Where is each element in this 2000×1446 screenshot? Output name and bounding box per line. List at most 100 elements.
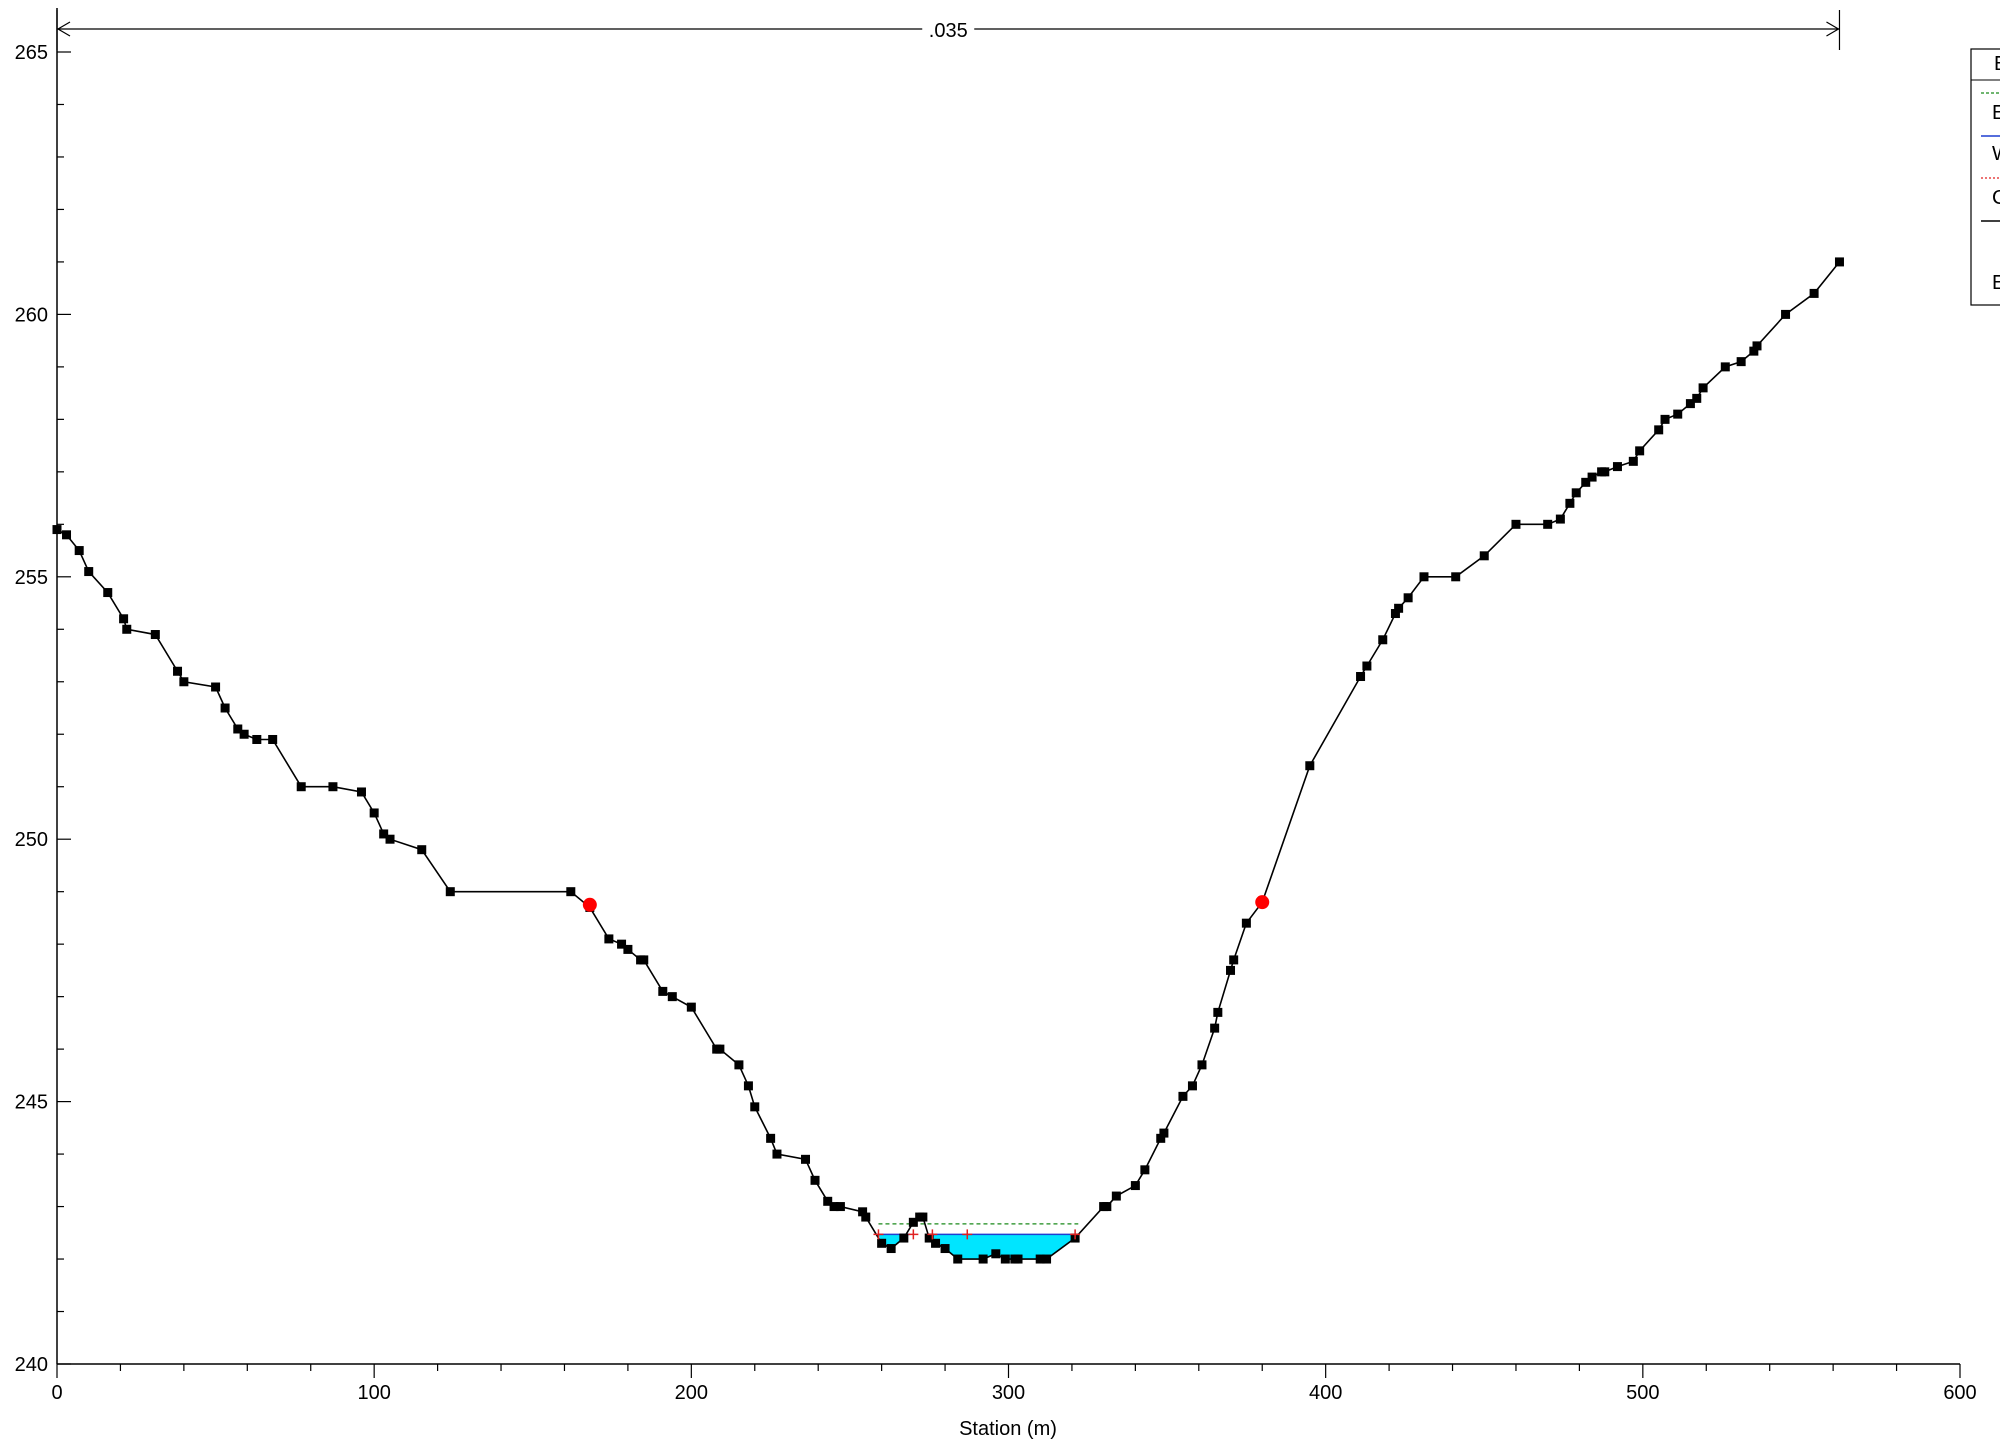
ground-point — [1419, 572, 1429, 582]
ground-point — [1035, 1254, 1045, 1264]
ground-point — [84, 567, 94, 577]
bank-station-marker — [1255, 895, 1270, 910]
ground-point — [328, 782, 338, 792]
ground-point — [1749, 346, 1759, 356]
ground-point — [1356, 672, 1366, 682]
ground-point — [1394, 603, 1404, 613]
legend-entry-bank: E — [1992, 272, 2000, 294]
ground-point — [1451, 572, 1461, 582]
ground-point — [1628, 456, 1638, 466]
y-tick-label: 250 — [15, 829, 48, 851]
mannings-n-label: .035 — [929, 20, 968, 42]
ground-point — [1140, 1165, 1150, 1175]
ground-point — [417, 845, 427, 855]
legend-header-text: E — [1994, 53, 2000, 75]
ground-point — [1000, 1254, 1010, 1264]
ground-point — [1581, 477, 1591, 487]
ground-point — [1635, 446, 1645, 456]
ground-point — [1511, 519, 1521, 529]
critical-depth-marks — [873, 1229, 1081, 1240]
x-tick-label: 500 — [1626, 1382, 1659, 1404]
y-tick-label: 240 — [15, 1354, 48, 1376]
ground-point — [667, 992, 677, 1002]
ground-point — [1102, 1202, 1112, 1212]
ground-point — [940, 1244, 950, 1254]
ground-point — [1229, 955, 1239, 965]
y-tick-label: 245 — [15, 1092, 48, 1114]
ground-point — [658, 986, 668, 996]
x-tick-label: 300 — [992, 1382, 1025, 1404]
ground-point — [1042, 1254, 1052, 1264]
ground-point — [810, 1175, 820, 1185]
ground-point — [991, 1249, 1001, 1259]
x-tick-label: 600 — [1943, 1382, 1976, 1404]
x-axis-title: Station (m) — [959, 1418, 1057, 1440]
ground-point — [268, 734, 278, 744]
ground-point — [1736, 357, 1746, 367]
ground-point — [1543, 519, 1553, 529]
ground-point — [369, 808, 379, 818]
ground-point — [623, 944, 633, 954]
ground-point — [220, 703, 230, 713]
y-axis-ticks: 240 245 250 255 260 265 — [15, 42, 71, 1376]
ground-point — [1390, 609, 1400, 619]
ground-point — [356, 787, 366, 797]
n-arrow-right-icon — [1826, 21, 1840, 37]
ground-point — [1378, 635, 1388, 645]
ground-point — [52, 525, 62, 535]
ground-point — [1305, 761, 1315, 771]
ground-point — [639, 955, 649, 965]
ground-point — [924, 1233, 934, 1243]
ground-point — [953, 1254, 963, 1264]
ground-point — [1555, 514, 1565, 524]
ground-point — [74, 546, 84, 556]
ground-point — [445, 887, 455, 897]
legend-entry-crit: C — [1992, 187, 2000, 209]
ground-point — [750, 1102, 760, 1112]
ground-point — [1781, 309, 1791, 319]
ground-point — [1210, 1023, 1220, 1033]
ground-point — [1752, 341, 1762, 351]
ground-point — [1013, 1254, 1023, 1264]
ground-point — [835, 1202, 845, 1212]
x-tick-label: 0 — [51, 1382, 62, 1404]
mannings-n-dimension: .035 — [56, 10, 1841, 50]
ground-point — [1698, 383, 1708, 393]
ground-point — [1587, 472, 1597, 482]
y-tick-label: 255 — [15, 567, 48, 589]
ground-point — [1720, 362, 1730, 372]
ground-point — [743, 1081, 753, 1091]
bank-station-marker — [582, 897, 597, 912]
y-tick-label: 265 — [15, 42, 48, 64]
ground-point — [1809, 288, 1819, 298]
ground-point — [715, 1044, 725, 1054]
ground-point — [1241, 918, 1251, 928]
x-tick-label: 400 — [1309, 1382, 1342, 1404]
ground-point — [1565, 498, 1575, 508]
ground-points — [52, 257, 1844, 1264]
ground-point — [296, 782, 306, 792]
ground-point — [908, 1217, 918, 1227]
ground-point — [150, 630, 160, 640]
x-tick-label: 100 — [357, 1382, 390, 1404]
y-tick-label: 260 — [15, 304, 48, 326]
ground-point — [1226, 965, 1236, 975]
legend: E E W C E — [1970, 48, 2000, 306]
legend-entry-ws: W — [1992, 143, 2000, 165]
water-fill — [932, 1234, 1079, 1260]
n-arrow-left-icon — [56, 21, 71, 37]
ground-point — [1479, 551, 1489, 561]
ground-point — [829, 1202, 839, 1212]
ground-point — [103, 588, 113, 598]
ground-point — [1159, 1128, 1169, 1138]
ground-point — [1612, 462, 1622, 472]
ground-point — [173, 666, 183, 676]
ground-point — [1673, 409, 1683, 419]
x-tick-label: 200 — [675, 1382, 708, 1404]
ground-point — [1654, 425, 1664, 435]
ground-point — [122, 624, 132, 634]
ground-point — [385, 834, 395, 844]
ground-point — [252, 734, 262, 744]
ground-point — [211, 682, 221, 692]
